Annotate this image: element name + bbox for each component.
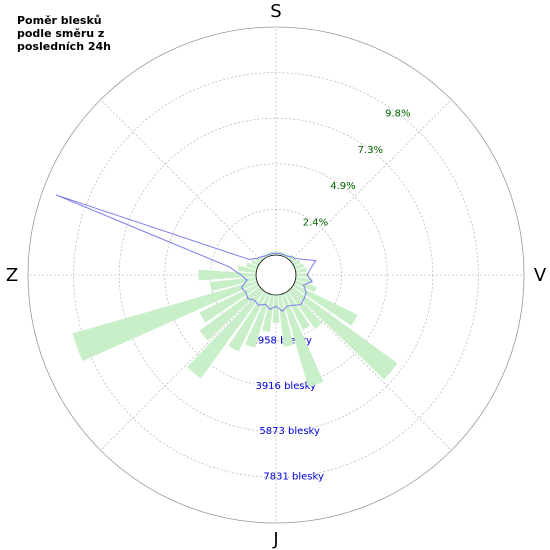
direction-bar [272, 294, 280, 323]
direction-bar [246, 262, 258, 270]
direction-bar [198, 269, 257, 281]
direction-bar [295, 267, 307, 273]
outer-circle [27, 26, 525, 524]
count-tick-label: 1958 blesky [251, 335, 312, 346]
title-line: podle směru z [17, 27, 104, 40]
direction-bar [290, 286, 398, 380]
direction-bar [72, 280, 258, 362]
percent-tick-label: 9.8% [385, 108, 410, 119]
grid-circle [73, 72, 479, 478]
direction-bar [292, 259, 301, 267]
grid-circle [118, 117, 434, 433]
direction-bar [295, 277, 313, 284]
direction-line [55, 194, 317, 312]
count-tick-label: 5873 blesky [259, 426, 320, 437]
count-tick-label: 7831 blesky [263, 472, 324, 483]
percent-tick-label: 4.9% [330, 181, 355, 192]
radial-grid-line [100, 99, 263, 262]
direction-bar [199, 286, 262, 341]
direction-label: Z [6, 265, 18, 286]
title-line: posledních 24h [17, 40, 111, 53]
percent-tick-label: 2.4% [303, 218, 328, 229]
direction-bar [187, 289, 265, 379]
direction-bar [228, 291, 268, 352]
direction-bar [278, 294, 294, 347]
direction-label: S [270, 1, 281, 22]
grid-circle [164, 163, 388, 387]
direction-bar [251, 259, 260, 267]
direction-bar [209, 277, 257, 292]
direction-label: J [272, 529, 278, 550]
radial-grid-line [289, 288, 452, 451]
direction-bar [237, 265, 257, 273]
radial-grid-line [100, 288, 263, 451]
direction-bar [295, 272, 310, 278]
direction-bar [245, 293, 271, 348]
direction-bar [292, 283, 358, 326]
direction-bar [294, 263, 305, 270]
radial-grid-line [289, 99, 452, 262]
direction-bar [281, 293, 324, 388]
direction-bar [287, 289, 323, 329]
direction-bar [199, 283, 260, 323]
direction-bar [284, 291, 311, 330]
percent-tick-label: 7.3% [358, 145, 383, 156]
direction-bar [294, 280, 317, 293]
title-line: Poměr blesků [17, 14, 102, 27]
direction-label: V [534, 265, 547, 286]
direction-bar [287, 254, 294, 261]
count-tick-label: 3916 blesky [255, 381, 316, 392]
direction-bar [262, 294, 274, 332]
center-hole [255, 254, 297, 296]
